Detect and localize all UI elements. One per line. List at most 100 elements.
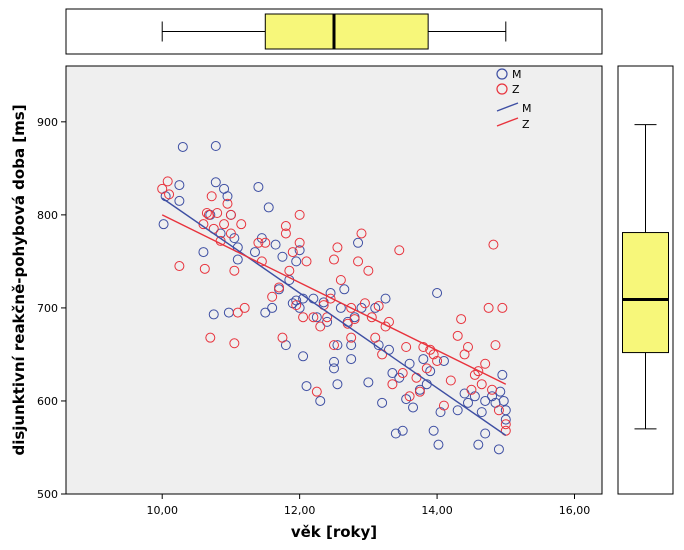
data-point-z [277,332,288,343]
y-tick-label: 800 [37,209,58,222]
data-point-m [222,191,233,202]
data-point-z [397,368,408,379]
data-point-z [466,384,477,395]
data-point-m [294,245,305,256]
data-point-m [425,366,436,377]
y-tick-label: 500 [37,488,58,501]
data-point-m [301,381,312,392]
data-point-z [315,321,326,332]
data-point-z [291,300,302,311]
data-point-z [332,242,343,253]
data-point-z [232,307,243,318]
data-point-m [346,354,357,365]
data-point-z [432,355,443,366]
data-point-z [373,301,384,312]
x-axis-title: věk [roky] [291,523,377,541]
data-point-m [253,181,264,192]
data-point-z [414,386,425,397]
data-point-m [469,391,480,402]
data-point-m [428,425,439,436]
data-point-m [329,356,339,367]
x-marginal-boxplot [65,8,603,55]
data-point-m [432,288,443,299]
data-point-m [263,202,274,213]
data-point-z [487,384,498,395]
data-point-z [480,358,491,369]
data-point-m [480,395,491,406]
data-point-z [274,282,285,293]
data-point-m [346,340,357,351]
data-point-z [199,263,210,274]
data-point-z [225,209,236,220]
data-point-m [493,444,504,455]
data-point-m [339,284,350,295]
data-point-m [500,414,511,425]
data-point-z [229,265,240,276]
data-point-z [421,363,432,374]
data-point-m [210,177,221,188]
data-point-z [301,256,312,267]
data-point-m [498,395,509,406]
data-point-m [363,377,374,388]
data-point-z [325,293,336,304]
data-point-z [366,312,377,323]
data-point-z [284,265,295,276]
fit-line-z [161,214,507,385]
data-point-z [493,405,504,416]
data-point-z [456,314,467,325]
data-point-m [329,363,339,374]
data-point-z [445,375,456,386]
data-point-m [311,312,322,323]
data-point-z [404,391,415,402]
data-point-z [260,237,271,248]
data-point-m [435,407,446,418]
axis-ticks: 10,00 12,00 14,00 16,00 500 600 700 800 900 [37,116,590,517]
data-point-z [394,245,405,256]
x-tick-label: 16,00 [559,504,591,517]
data-point-m [497,369,508,380]
data-point-z [497,302,508,313]
data-point-z [308,312,319,323]
legend-line-z [496,117,519,127]
y-tick-label: 900 [37,116,58,129]
data-point-z [311,386,322,397]
data-point-m [232,254,243,265]
data-point-z [359,298,370,309]
data-point-z [353,256,364,267]
data-point-z [329,340,339,351]
data-point-m [418,354,429,365]
data-point-m [390,428,401,439]
data-point-m [332,379,343,390]
data-point-z [222,198,233,209]
data-point-z [229,338,240,349]
data-point-z [212,208,223,219]
data-point-m [322,316,333,327]
data-point-z [157,183,168,194]
data-point-m [387,368,398,379]
data-point-z [205,332,216,343]
data-point-z [239,302,250,313]
data-point-m [377,397,388,408]
x-boxplot-box [264,13,429,50]
data-point-z [428,349,439,360]
data-point-m [291,256,302,267]
data-point-m [473,439,484,450]
data-point-z [294,237,305,248]
data-point-m [408,402,419,413]
data-point-z [201,208,212,219]
y-marginal-boxplot [617,65,674,495]
data-point-m [480,428,491,439]
data-point-z [335,275,346,285]
legend-label-m-marker: M [512,68,522,81]
x-tick-label: 12,00 [284,504,316,517]
data-point-z [490,340,501,351]
data-point-m [438,355,449,366]
data-point-z [500,419,511,430]
data-point-m [463,397,473,408]
data-point-m [380,293,391,304]
data-point-m [260,307,271,318]
data-point-m [158,219,169,230]
data-point-z [206,191,217,202]
legend-marker-z [496,83,508,95]
fit-lines-layer [161,197,507,436]
